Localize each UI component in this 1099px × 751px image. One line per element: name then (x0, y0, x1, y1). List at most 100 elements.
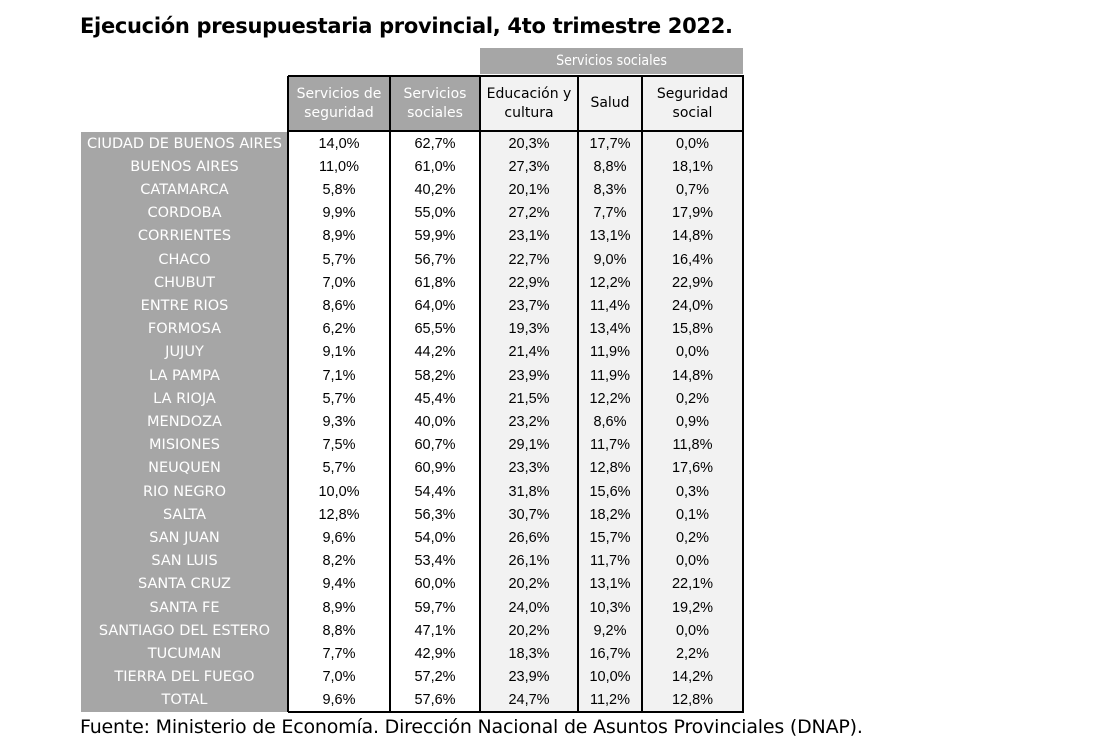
table-cell: 13,1% (589, 576, 631, 593)
page-title: Ejecución presupuestaria provincial, 4to… (80, 14, 733, 38)
column-header: Servicios sociales (390, 76, 480, 131)
row-label: SANTIAGO DEL ESTERO (98, 622, 271, 639)
column-header: Educación y cultura (480, 76, 578, 131)
table-cell: 23,9% (508, 669, 550, 686)
column-header-line: sociales (407, 104, 463, 121)
table-cell: 15,6% (589, 483, 631, 500)
column-background (642, 132, 743, 712)
row-label: JUJUY (165, 344, 204, 361)
source-note: Fuente: Ministerio de Economía. Direcció… (80, 716, 863, 738)
table-cell: 11,9% (589, 367, 631, 384)
table-cell: 13,4% (589, 321, 631, 338)
table-cell: 61,8% (414, 274, 456, 291)
column-header: Servicios de seguridad (288, 76, 390, 131)
table-cell: 0,9% (675, 413, 710, 430)
column-divider (577, 76, 579, 712)
row-label: SALTA (162, 506, 207, 523)
table-cell: 17,6% (671, 460, 714, 477)
table-cell: 40,2% (414, 181, 456, 198)
table-cell: 60,9% (414, 460, 456, 477)
table-cell: 57,6% (414, 692, 456, 709)
table-cell: 15,7% (589, 529, 631, 546)
table-cell: 8,8% (593, 158, 627, 175)
table-cell: 10,3% (589, 599, 631, 616)
row-label: TIERRA DEL FUEGO (114, 669, 255, 686)
table-cell: 53,4% (414, 553, 456, 570)
table-cell: 0,0% (675, 622, 710, 639)
column-divider (479, 76, 481, 712)
row-label: SANTA CRUZ (138, 576, 231, 593)
header-bottom-border (288, 130, 744, 132)
table-cell: 15,8% (671, 321, 714, 338)
row-label: BUENOS AIRES (130, 158, 239, 175)
table-cell: 14,8% (671, 367, 714, 384)
table-cell: 17,7% (589, 135, 631, 152)
row-label: CATAMARCA (140, 181, 229, 198)
table-cell: 20,3% (508, 135, 550, 152)
table-cell: 5,8% (322, 181, 356, 198)
header-top-border (288, 75, 744, 77)
table-cell: 14,0% (318, 135, 360, 152)
table-cell: 26,6% (508, 529, 550, 546)
table-cell: 8,6% (593, 413, 627, 430)
table-cell: 0,1% (675, 506, 710, 523)
row-label: SAN JUAN (149, 529, 220, 546)
table-cell: 22,9% (508, 274, 550, 291)
table-cell: 24,0% (671, 297, 714, 314)
column-header-line: Servicios de (296, 85, 382, 102)
table-cell: 64,0% (414, 297, 456, 314)
table-cell: 21,5% (508, 390, 550, 407)
table-cell: 59,9% (414, 228, 456, 245)
table-cell: 11,8% (672, 437, 713, 454)
table-cell: 12,2% (589, 274, 631, 291)
table-cell: 16,4% (671, 251, 714, 268)
table-cell: 9,6% (322, 692, 356, 709)
column-divider (287, 76, 289, 712)
row-label: CHUBUT (153, 274, 216, 291)
table-bottom-border (288, 711, 744, 713)
row-label: FORMOSA (147, 321, 222, 338)
table-cell: 10,0% (318, 483, 360, 500)
table-cell: 44,2% (414, 344, 456, 361)
table-cell: 12,8% (589, 460, 631, 477)
row-label: TOTAL (161, 692, 208, 709)
table-cell: 62,7% (414, 135, 456, 152)
table-cell: 7,0% (322, 669, 356, 686)
table-cell: 23,2% (508, 413, 550, 430)
column-header-line: Seguridad (656, 85, 729, 102)
table-cell: 9,2% (593, 622, 627, 639)
row-label: MENDOZA (147, 413, 222, 430)
column-header-line: cultura (504, 104, 554, 121)
table-cell: 18,2% (589, 506, 631, 523)
table-cell: 19,3% (508, 321, 550, 338)
table-cell: 5,7% (322, 251, 356, 268)
column-header-line: Servicios (403, 85, 467, 102)
table-cell: 8,9% (322, 599, 356, 616)
table-cell: 24,7% (508, 692, 550, 709)
table-cell: 40,0% (414, 413, 456, 430)
table-cell: 10,0% (589, 669, 631, 686)
row-label: CORDOBA (147, 205, 222, 222)
table-cell: 58,2% (414, 367, 456, 384)
table-cell: 9,1% (322, 344, 356, 361)
table-cell: 0,7% (675, 181, 710, 198)
table-cell: 0,3% (675, 483, 710, 500)
table-cell: 8,6% (322, 297, 356, 314)
table-cell: 61,0% (414, 158, 456, 175)
table-cell: 5,7% (322, 390, 356, 407)
table-cell: 55,0% (414, 205, 456, 222)
row-label: SANTA FE (149, 599, 220, 616)
table-cell: 60,7% (414, 437, 456, 454)
table-cell: 7,1% (322, 367, 356, 384)
table-cell: 23,3% (508, 460, 550, 477)
table-cell: 42,9% (414, 645, 456, 662)
table-cell: 26,1% (508, 553, 550, 570)
table-cell: 11,2% (589, 692, 631, 709)
table-cell: 20,2% (508, 576, 550, 593)
table-cell: 22,9% (671, 274, 714, 291)
table-cell: 11,7% (589, 553, 631, 570)
table-cell: 11,7% (589, 437, 631, 454)
row-label: MISIONES (149, 437, 220, 454)
table-cell: 24,0% (508, 599, 550, 616)
table-cell: 54,4% (414, 483, 456, 500)
